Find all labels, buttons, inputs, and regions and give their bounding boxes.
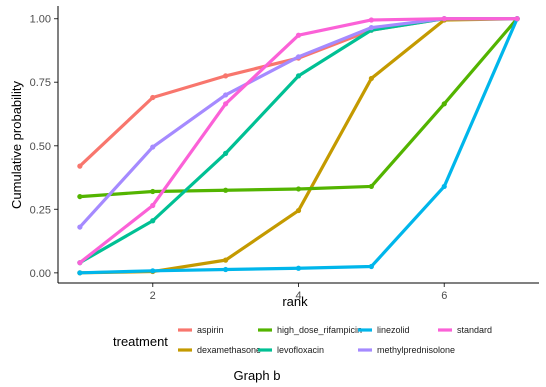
series-standard	[77, 16, 520, 266]
series-line	[78, 17, 519, 168]
legend-item-methylprednisolone: methylprednisolone	[358, 345, 455, 355]
legend-item-levofloxacin: levofloxacin	[258, 345, 324, 355]
y-tick-label: 0.75	[30, 77, 51, 89]
legend-item-high_dose_rifampicin: high_dose_rifampicin	[258, 325, 362, 335]
data-point	[223, 257, 229, 263]
data-point	[223, 101, 229, 107]
y-tick-label: 0.25	[30, 204, 51, 216]
graph-caption: Graph b	[234, 368, 281, 383]
data-point	[223, 187, 229, 193]
data-point	[368, 75, 374, 82]
data-point	[514, 16, 520, 22]
legend-label: aspirin	[197, 325, 224, 335]
y-tick-label: 0.50	[30, 141, 51, 153]
data-point	[77, 270, 83, 276]
y-axis-title: Cumulative probability	[9, 81, 24, 209]
x-axis-ticks: 2 4 6	[150, 283, 447, 302]
y-tick-label: 1.00	[30, 14, 51, 26]
legend: aspirin dexamethasone high_dose_rifampicin…	[178, 325, 492, 355]
y-axis-ticks: 0.00 0.25 0.50 0.75 1.00	[30, 14, 58, 280]
data-point	[295, 186, 302, 192]
x-tick-label: 2	[150, 290, 156, 302]
series-linezolid	[77, 16, 520, 276]
legend-item-aspirin: aspirin	[178, 325, 224, 335]
legend-title: treatment	[113, 334, 168, 349]
data-point	[368, 17, 374, 23]
data-point	[295, 207, 302, 214]
data-point	[150, 218, 156, 224]
data-point	[441, 101, 447, 107]
data-point	[150, 202, 156, 209]
legend-label: standard	[457, 325, 492, 335]
data-point	[223, 73, 229, 79]
data-point	[295, 32, 302, 38]
data-point	[295, 73, 302, 79]
data-point	[295, 265, 302, 271]
data-point	[150, 94, 156, 101]
legend-item-standard: standard	[438, 325, 492, 335]
series-layer	[77, 16, 520, 276]
x-axis-title: rank	[282, 294, 308, 309]
data-point	[77, 193, 83, 200]
legend-item-linezolid: linezolid	[358, 325, 410, 335]
legend-item-dexamethasone: dexamethasone	[178, 345, 261, 355]
legend-label: dexamethasone	[197, 345, 261, 355]
legend-label: levofloxacin	[277, 345, 324, 355]
data-point	[150, 144, 156, 150]
data-point	[77, 163, 83, 169]
legend-label: methylprednisolone	[377, 345, 455, 355]
data-point	[441, 183, 447, 190]
data-point	[368, 25, 374, 31]
legend-label: linezolid	[377, 325, 410, 335]
y-tick-label: 0.00	[30, 268, 51, 280]
series-methylprednisolone	[77, 16, 520, 230]
data-point	[77, 224, 83, 230]
data-point	[441, 16, 447, 22]
data-point	[77, 260, 83, 266]
series-line	[78, 17, 519, 229]
data-point	[223, 266, 229, 273]
x-tick-label: 6	[441, 290, 447, 302]
data-point	[295, 54, 302, 60]
data-point	[223, 150, 229, 156]
data-point	[223, 92, 229, 98]
data-point	[368, 183, 374, 190]
data-point	[150, 188, 156, 195]
legend-label: high_dose_rifampicin	[277, 325, 362, 335]
data-point	[368, 263, 374, 270]
x-tick-label: 4	[295, 290, 301, 302]
series-levofloxacin	[77, 16, 520, 266]
data-point	[150, 268, 156, 274]
